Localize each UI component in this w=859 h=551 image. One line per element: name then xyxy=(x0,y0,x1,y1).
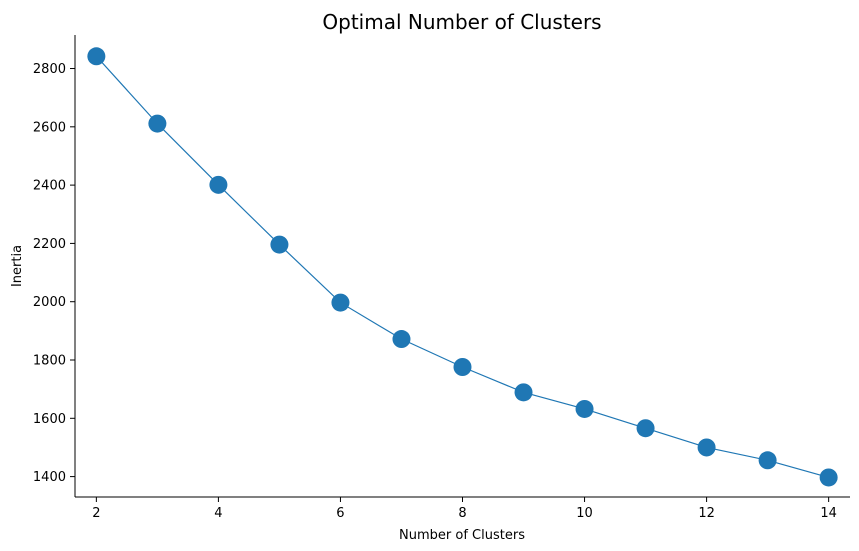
data-point xyxy=(87,47,106,66)
y-tick-label: 1800 xyxy=(33,354,66,369)
data-point xyxy=(453,357,472,376)
data-point xyxy=(758,451,777,470)
x-tick-label: 6 xyxy=(336,506,344,521)
x-tick-label: 2 xyxy=(92,506,100,521)
series-layer xyxy=(87,47,838,487)
series-line xyxy=(95,55,829,479)
y-tick-label: 2200 xyxy=(33,237,66,252)
y-axis-title: Inertia xyxy=(10,245,25,287)
y-tick-label: 2600 xyxy=(33,120,66,135)
x-ticks: 2 4 6 8 10 12 14 xyxy=(92,497,837,521)
data-point xyxy=(331,293,350,312)
axes xyxy=(74,35,850,498)
y-tick-label: 2400 xyxy=(33,179,66,194)
y-ticks: 1400 1600 1800 2000 2200 2400 2600 2800 xyxy=(33,62,75,485)
y-tick-label: 2000 xyxy=(33,295,66,310)
data-point xyxy=(270,235,289,254)
x-axis-title: Number of Clusters xyxy=(399,528,525,543)
y-tick-label: 1400 xyxy=(33,470,66,485)
x-tick-label: 8 xyxy=(458,506,466,521)
y-tick-label: 2800 xyxy=(33,62,66,77)
y-tick-label: 1600 xyxy=(33,412,66,427)
data-point xyxy=(575,399,594,418)
data-point xyxy=(392,330,411,349)
data-point xyxy=(636,419,655,438)
x-tick-label: 14 xyxy=(820,506,837,521)
data-point xyxy=(148,114,167,133)
x-tick-label: 4 xyxy=(214,506,222,521)
data-point xyxy=(209,175,228,194)
x-tick-label: 12 xyxy=(698,506,715,521)
data-point xyxy=(697,438,716,457)
x-tick-label: 10 xyxy=(576,506,593,521)
data-point xyxy=(819,468,838,487)
chart-title: Optimal Number of Clusters xyxy=(322,10,601,34)
data-point xyxy=(514,383,533,402)
